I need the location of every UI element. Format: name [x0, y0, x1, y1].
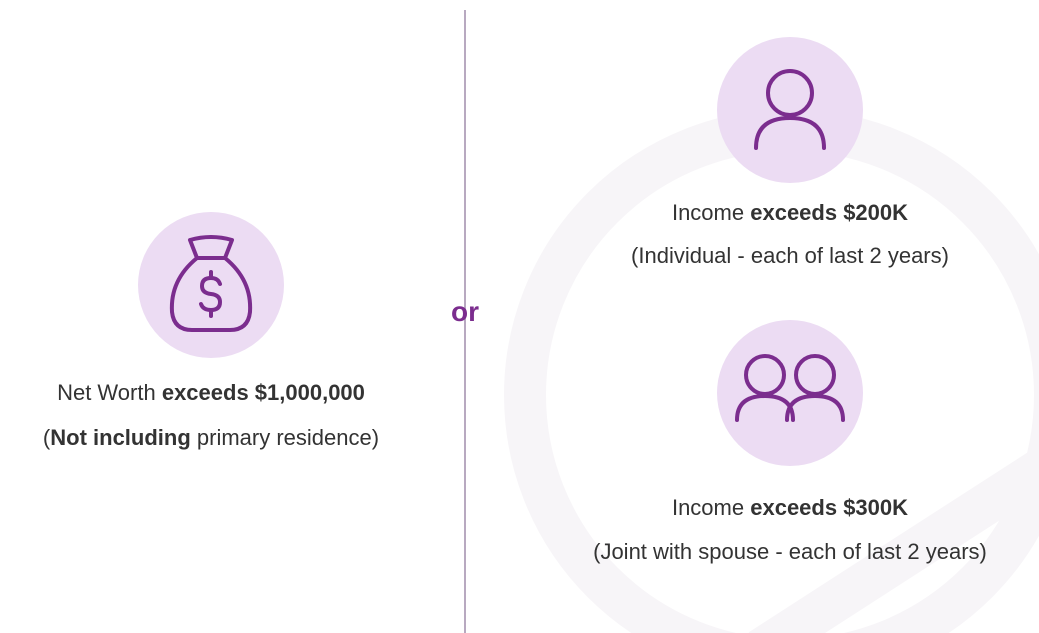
text: primary residence) — [196, 425, 380, 450]
bold-text: Not including — [50, 425, 191, 450]
text-line: Net Worth exceeds $1,000,000 — [0, 380, 461, 406]
text-line: (Not including primary residence) — [0, 425, 461, 451]
bold-text: exceeds $1,000,000 — [161, 380, 365, 405]
icon-circle — [717, 37, 863, 183]
text: Net Worth — [57, 380, 156, 405]
couple-icon — [735, 354, 845, 422]
text-line: Income exceeds $200K — [540, 200, 1039, 226]
watermark-stroke — [748, 452, 1039, 633]
text: ( — [42, 425, 51, 450]
text: Income — [671, 200, 745, 225]
bold-text: exceeds $300K — [750, 495, 909, 520]
text-line: (Individual - each of last 2 years) — [631, 243, 949, 268]
text-line: Income exceeds $300K — [540, 495, 1039, 521]
text: Income — [671, 495, 745, 520]
separator: or — [451, 296, 479, 327]
icon-circle — [138, 212, 284, 358]
text-line: (Joint with spouse - each of last 2 year… — [593, 539, 987, 564]
icon-circle — [717, 320, 863, 466]
person-icon — [754, 69, 826, 150]
money-bag-icon — [169, 235, 253, 332]
bold-text: exceeds $200K — [750, 200, 909, 225]
